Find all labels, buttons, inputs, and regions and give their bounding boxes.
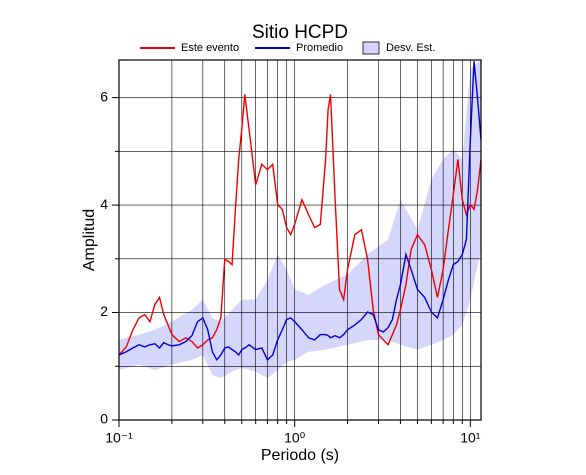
x-tick-label: 10⁻¹ (105, 430, 133, 446)
x-tick-label: 10⁰ (284, 430, 306, 446)
y-tick-label: 4 (100, 196, 108, 212)
std-band (119, 60, 481, 379)
y-axis-label: Amplitud (81, 209, 98, 271)
series-line (118, 94, 482, 356)
chart-title: Sitio HCPD (252, 22, 348, 43)
y-tick-label: 2 (100, 303, 108, 319)
plot-frame (118, 59, 482, 421)
legend-label: Este evento (181, 42, 239, 54)
y-tick-label: 6 (100, 88, 108, 104)
legend-swatch (362, 41, 380, 55)
series-line (118, 61, 482, 362)
legend-label: Desv. Est. (386, 42, 435, 54)
x-axis-label: Periodo (s) (261, 447, 339, 464)
y-tick-label: 0 (100, 411, 108, 427)
x-tick-label: 10¹ (460, 430, 481, 446)
legend-label: Promedio (296, 42, 343, 54)
